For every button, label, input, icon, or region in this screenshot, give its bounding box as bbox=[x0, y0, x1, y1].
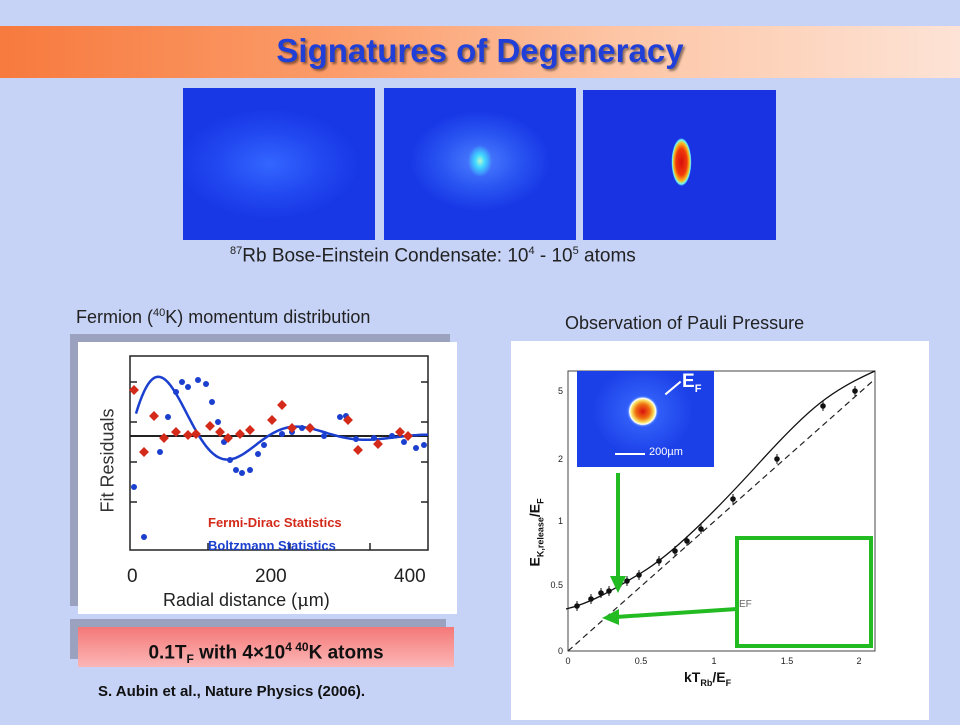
fermi-dirac-point-17 bbox=[353, 445, 363, 455]
fermion-caption: Fermion (40K) momentum distribution bbox=[76, 307, 371, 327]
boltzmann-point-12 bbox=[227, 457, 233, 463]
residuals-ylabel: Fit Residuals bbox=[97, 408, 118, 513]
cloud-image-thermal bbox=[183, 88, 375, 240]
pauli-ytick-2: 1 bbox=[558, 516, 563, 526]
cloud-image-condensate bbox=[583, 90, 776, 240]
fermi-dirac-point-3 bbox=[159, 433, 169, 443]
boltzmann-point-17 bbox=[261, 442, 267, 448]
boltzmann-point-20 bbox=[299, 425, 305, 431]
title-banner bbox=[0, 26, 960, 78]
pauli-ylabel: EK,release/EF bbox=[526, 498, 546, 567]
fermi-dirac-point-14 bbox=[287, 423, 297, 433]
pauli-xtick-0: 0 bbox=[565, 656, 570, 666]
xtick-0: 0 bbox=[127, 566, 138, 587]
boltzmann-point-16 bbox=[255, 451, 261, 457]
boltzmann-point-15 bbox=[247, 467, 253, 473]
boltzmann-point-25 bbox=[353, 436, 359, 442]
boltzmann-point-11 bbox=[221, 439, 227, 445]
boltzmann-point-1 bbox=[141, 534, 147, 540]
legend-fermi-dirac: Fermi-Dirac Statistics bbox=[208, 515, 342, 530]
boltzmann-point-27 bbox=[389, 433, 395, 439]
residuals-plot-panel: Fit Residuals 0 200 400 Radial distance … bbox=[78, 342, 457, 614]
plot-frame bbox=[129, 355, 429, 551]
legend-boltzmann: Boltzmann Statistics bbox=[208, 538, 336, 553]
fermi-dirac-point-6 bbox=[191, 429, 201, 439]
classical-line bbox=[567, 378, 876, 652]
pauli-ytick-1: 0.5 bbox=[550, 580, 563, 590]
boltzmann-point-0 bbox=[131, 484, 137, 490]
fermi-dirac-point-2 bbox=[149, 411, 159, 421]
pauli-xtick-2: 1 bbox=[711, 656, 716, 666]
boltzmann-point-2 bbox=[157, 449, 163, 455]
fermi-dirac-point-7 bbox=[205, 421, 215, 431]
boltzmann-point-28 bbox=[401, 439, 407, 445]
scale-bar-label: 200µm bbox=[649, 446, 683, 458]
pauli-ytick-3: 2 bbox=[558, 454, 563, 464]
boltzmann-point-18 bbox=[279, 431, 285, 437]
fermi-dirac-point-12 bbox=[267, 415, 277, 425]
boltzmann-point-23 bbox=[337, 414, 343, 420]
pauli-plot: 0 0.5 1 1.5 2 0 0.5 1 2 5 bbox=[550, 370, 876, 666]
fermi-dirac-point-4 bbox=[171, 427, 181, 437]
atom-count-banner: 0.1TF with 4×104 40K atoms bbox=[78, 627, 454, 667]
boltzmann-point-14 bbox=[239, 470, 245, 476]
residuals-xlabel: Radial distance (μm) bbox=[163, 590, 330, 611]
fermi-dirac-point-9 bbox=[223, 433, 233, 443]
pauli-caption: Observation of Pauli Pressure bbox=[565, 313, 805, 333]
boltzmann-point-6 bbox=[185, 384, 191, 390]
residuals-ylabel-wrap: Fit Residuals bbox=[98, 402, 118, 522]
scale-bar bbox=[615, 453, 645, 455]
pauli-frame bbox=[567, 370, 876, 652]
fermi-dirac-point-5 bbox=[183, 430, 193, 440]
pauli-xtick-4: 2 bbox=[856, 656, 861, 666]
xtick-200: 200 bbox=[255, 566, 287, 587]
xtick-400: 400 bbox=[394, 566, 426, 587]
residuals-plot bbox=[129, 355, 429, 551]
boltzmann-point-9 bbox=[209, 399, 215, 405]
boltzmann-point-7 bbox=[195, 377, 201, 383]
boltzmann-point-26 bbox=[371, 435, 377, 441]
pauli-ytick-4: 5 bbox=[558, 386, 563, 396]
boltzmann-point-29 bbox=[413, 445, 419, 451]
boltzmann-point-5 bbox=[179, 379, 185, 385]
pauli-plot-panel: 0 0.5 1 1.5 2 0 0.5 1 2 5 EK,release/EF kTRb/EF E… bbox=[511, 341, 929, 720]
boltzmann-point-22 bbox=[321, 433, 327, 439]
pauli-xtick-3: 1.5 bbox=[781, 656, 794, 666]
fermi-dirac-point-8 bbox=[215, 427, 225, 437]
boltzmann-point-4 bbox=[173, 389, 179, 395]
cloud-image-partial bbox=[384, 88, 576, 240]
arrow-left-head bbox=[602, 609, 619, 625]
fermi-diagram-label: EF bbox=[739, 599, 752, 610]
pauli-xtick-1: 0.5 bbox=[635, 656, 648, 666]
fermi-dirac-point-1 bbox=[139, 447, 149, 457]
arrow-left-shaft bbox=[615, 607, 738, 619]
pauli-ylabel-wrap: EK,release/EF bbox=[521, 461, 551, 611]
reference-citation: S. Aubin et al., Nature Physics (2006). bbox=[98, 683, 366, 700]
boltzmann-point-3 bbox=[165, 414, 171, 420]
ef-label: EF bbox=[682, 371, 702, 395]
boltzmann-point-13 bbox=[233, 467, 239, 473]
fermi-dirac-point-13 bbox=[277, 400, 287, 410]
fermi-sea-diagram bbox=[735, 536, 873, 648]
fermi-cloud-inset: EF 200µm bbox=[577, 371, 714, 467]
fit-curve bbox=[134, 375, 429, 461]
fermi-dirac-point-15 bbox=[305, 423, 315, 433]
boltzmann-point-8 bbox=[203, 381, 209, 387]
ef-pointer-line bbox=[664, 380, 682, 396]
pauli-xlabel: kTRb/EF bbox=[684, 669, 732, 688]
bec-caption: 87Rb Bose-Einstein Condensate: 104 - 105… bbox=[230, 245, 636, 267]
boltzmann-point-10 bbox=[215, 419, 221, 425]
fermi-dirac-point-10 bbox=[235, 429, 245, 439]
boltzmann-point-30 bbox=[421, 442, 427, 448]
arrow-down-head bbox=[610, 576, 626, 593]
fermi-dirac-point-11 bbox=[245, 425, 255, 435]
pauli-ytick-0: 0 bbox=[558, 646, 563, 656]
slide-title: Signatures of Degeneracy bbox=[276, 32, 684, 69]
